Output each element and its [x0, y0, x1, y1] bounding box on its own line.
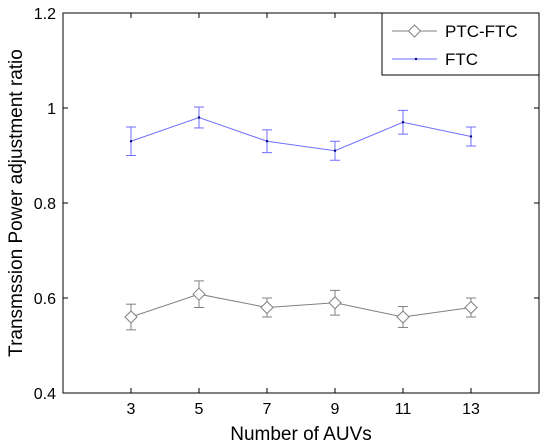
- data-point-marker: [260, 300, 274, 315]
- x-tick-label: 13: [462, 401, 480, 418]
- x-tick-label: 9: [331, 401, 340, 418]
- y-tick-label: 1: [47, 101, 56, 118]
- series-ptc-ftc: [124, 280, 478, 331]
- data-point-marker: [129, 140, 133, 143]
- data-point-marker: [124, 310, 138, 324]
- y-axis-label: Transmssion Power adjustment ratio: [6, 49, 27, 357]
- x-tick-label: 3: [127, 401, 136, 418]
- series-ftc: [126, 106, 476, 161]
- y-tick-label: 0.8: [34, 196, 56, 213]
- data-point-marker: [401, 121, 405, 124]
- x-axis-label: Number of AUVs: [230, 424, 372, 445]
- y-tick-label: 0.4: [34, 386, 56, 403]
- series-layer: [124, 106, 478, 331]
- legend-label-ftc: FTC: [445, 50, 478, 69]
- data-point-marker: [464, 300, 478, 315]
- axis-tick-labels: 3 5 7 9 11 13 0.4 0.6 0.8 1 1.2: [34, 6, 480, 418]
- legend-marker-ftc: [414, 57, 418, 61]
- data-point-marker: [328, 296, 342, 310]
- data-point-marker: [333, 149, 337, 152]
- data-point-marker: [197, 116, 201, 119]
- x-tick-label: 11: [395, 401, 412, 418]
- plot-area: [62, 12, 540, 394]
- data-point-marker: [192, 287, 206, 301]
- y-tick-label: 1.2: [34, 6, 56, 23]
- legend: PTC-FTC FTC: [381, 12, 540, 76]
- data-point-marker: [396, 310, 410, 324]
- data-point-marker: [265, 140, 269, 143]
- data-point-marker: [469, 135, 473, 138]
- legend-marker-ptc-ftc: [407, 24, 422, 38]
- series-line: [130, 116, 472, 152]
- x-tick-label: 7: [263, 401, 272, 418]
- legend-box: [381, 12, 540, 76]
- legend-label-ptc-ftc: PTC-FTC: [445, 22, 518, 41]
- x-tick-label: 5: [195, 401, 204, 418]
- series-line: [130, 293, 472, 318]
- y-tick-label: 0.6: [34, 291, 56, 308]
